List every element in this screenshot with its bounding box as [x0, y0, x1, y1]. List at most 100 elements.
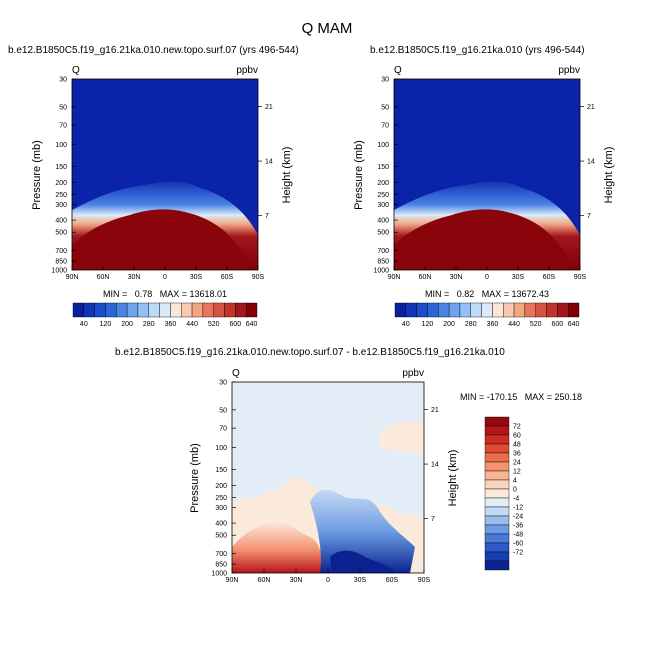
colorbar-swatch: [427, 302, 439, 318]
panel3-negative-region: [310, 490, 415, 573]
colorbar-swatch: [484, 479, 510, 490]
panel3-cbar-label-neg36: -36: [513, 523, 523, 530]
panel1-y-tick-labels: 30 50 70 100 150 200 250 300 400 500 700…: [51, 77, 67, 275]
panel2-cbar-label-280: 280: [465, 321, 477, 328]
panel3-cbar-label-neg24: -24: [513, 514, 523, 521]
panel1-y2label: Height (km): [281, 147, 293, 204]
colorbar-swatch: [170, 302, 182, 318]
colorbar-swatch: [159, 302, 171, 318]
panel2-y-tick-labels: 30 50 70 100 150 200 250 300 400 500 700…: [373, 77, 389, 275]
panel2-stats: MIN = 0.82 MAX = 13672.43: [425, 289, 549, 299]
colorbar-swatch: [202, 302, 214, 318]
colorbar-swatch: [484, 416, 510, 427]
panel2-ytick-150: 150: [377, 164, 389, 171]
panel3-chart: Q ppbv Pressure (mb) Height (km) 30 50 7…: [189, 368, 582, 584]
panel1-ytick-400: 400: [55, 218, 67, 225]
colorbar-swatch: [503, 302, 515, 318]
colorbar-swatch: [416, 302, 428, 318]
panel3-cbar-label-24: 24: [513, 460, 521, 467]
panel2-cbar-label-440: 440: [508, 321, 520, 328]
panel3-right-label: ppbv: [402, 368, 424, 379]
panel3-upper-positive-patch: [380, 421, 424, 453]
colorbar-swatch: [438, 302, 450, 318]
colorbar-swatch: [213, 302, 225, 318]
panel1-cbar-label-120: 120: [100, 321, 112, 328]
colorbar-swatch: [557, 302, 569, 318]
panel3-y2-tick-labels: 21 14 7: [431, 407, 439, 523]
panel2-y2-tick-labels: 21 14 7: [587, 104, 595, 220]
colorbar-swatch: [546, 302, 558, 318]
panel1-ytick-50: 50: [59, 104, 67, 111]
panel1-xtick-60s: 60S: [221, 274, 234, 281]
panel2-xtick-30n: 30N: [450, 274, 463, 281]
colorbar-swatch: [484, 551, 510, 562]
panel2-ytick-500: 500: [377, 230, 389, 237]
panel1-ytick-850: 850: [55, 259, 67, 266]
panel1-cbar-label-640: 640: [246, 321, 258, 328]
panel3-ytick-700: 700: [215, 551, 227, 558]
panel1-stats: MIN = 0.78 MAX = 13618.01: [103, 289, 227, 299]
panel1-xtick-90n: 90N: [66, 274, 79, 281]
colorbar-swatch: [72, 302, 85, 318]
panel2-y2label: Height (km): [603, 147, 615, 204]
colorbar-swatch: [470, 302, 482, 318]
panel3-cbar-label-36: 36: [513, 451, 521, 458]
panel3-ytick-200: 200: [215, 483, 227, 490]
colorbar-swatch: [116, 302, 128, 318]
panel3-left-label: Q: [232, 368, 240, 379]
panel1-cbar-label-200: 200: [121, 321, 133, 328]
panel3-xtick-60n: 60N: [258, 577, 271, 584]
panel3-ytick-70: 70: [219, 426, 227, 433]
panel2-ytick-250: 250: [377, 192, 389, 199]
panel3-cbar-label-neg4: -4: [513, 496, 519, 503]
panel3-y2label: Height (km): [447, 450, 459, 507]
panel3-ytick-400: 400: [215, 521, 227, 528]
panel1-cbar-label-280: 280: [143, 321, 155, 328]
colorbar-swatch: [492, 302, 504, 318]
panel3-stats: MIN = -170.15 MAX = 250.18: [460, 392, 582, 402]
panel2-ytick-30: 30: [381, 77, 389, 84]
panel2-cbar-label-200: 200: [443, 321, 455, 328]
panel1-colorbar: [72, 302, 258, 318]
panel2-ytick-70: 70: [381, 123, 389, 130]
panel1-title: b.e12.B1850C5.f19_g16.21ka.010.new.topo.…: [8, 45, 299, 56]
panel1-ytick-200: 200: [55, 180, 67, 187]
colorbar-swatch: [524, 302, 536, 318]
panel3-xtick-90n: 90N: [226, 577, 239, 584]
panel3-ytick-100: 100: [215, 445, 227, 452]
panel3-cbar-label-neg72: -72: [513, 550, 523, 557]
panel3-y-tick-labels: 30 50 70 100 150 200 250 300 400 500 700…: [211, 380, 227, 578]
panel2-xtick-60s: 60S: [543, 274, 556, 281]
panel3-cbar-label-48: 48: [513, 442, 521, 449]
panel2-ylabel: Pressure (mb): [353, 140, 365, 210]
panel2-xtick-60n: 60N: [419, 274, 432, 281]
panel2-cbar-label-520: 520: [530, 321, 542, 328]
colorbar-swatch: [484, 506, 510, 517]
panel3-xtick-30s: 30S: [354, 577, 367, 584]
panel1-cbar-label-440: 440: [186, 321, 198, 328]
panel2-ytick-700: 700: [377, 248, 389, 255]
panel2-core: [394, 209, 570, 270]
panel3-ylabel: Pressure (mb): [189, 443, 201, 513]
panel3-xtick-90s: 90S: [418, 577, 431, 584]
panel3-xtick-30n: 30N: [290, 577, 303, 584]
panel1-cbar-label-600: 600: [230, 321, 242, 328]
colorbar-swatch: [484, 488, 510, 499]
colorbar-swatch: [484, 434, 510, 445]
panel3-cbar-label-neg48: -48: [513, 532, 523, 539]
panel2-cbar-label-40: 40: [402, 321, 410, 328]
panel3-colorbar-labels: 72 60 48 36 24 12 4 0 -4 -12 -24 -36 -48…: [513, 424, 523, 557]
panel3-cbar-label-12: 12: [513, 469, 521, 476]
colorbar-swatch: [83, 302, 95, 318]
panel2-cbar-label-600: 600: [552, 321, 564, 328]
page-title: Q MAM: [301, 20, 353, 37]
panel2-chart: Q ppbv Pressure (mb) Height (km) 30 50 7…: [353, 65, 615, 328]
colorbar-swatch: [448, 302, 461, 318]
panel2-y2tick-14: 14: [587, 159, 595, 166]
panel3-ytick-150: 150: [215, 467, 227, 474]
panel3-ytick-850: 850: [215, 562, 227, 569]
colorbar-swatch: [181, 302, 193, 318]
panel3-y2tick-21: 21: [431, 407, 439, 414]
colorbar-swatch: [567, 302, 580, 318]
colorbar-swatch: [105, 302, 117, 318]
